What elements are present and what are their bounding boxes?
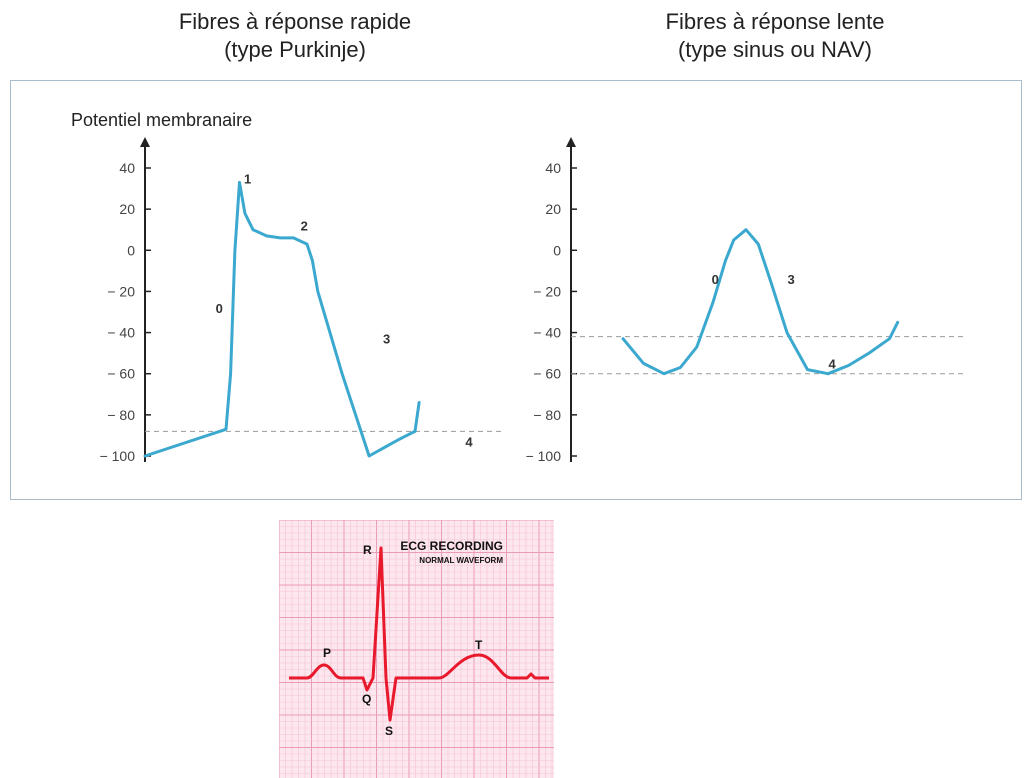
phase-label: 4 [828, 356, 836, 371]
phase-label: 3 [383, 332, 390, 347]
ecg-trace [289, 546, 549, 722]
phase-label: 0 [712, 272, 719, 287]
ecg-label-r: R [363, 543, 372, 557]
y-tick-label: 0 [127, 242, 135, 258]
y-tick-label: 20 [119, 201, 135, 217]
y-tick-label: − 60 [107, 366, 135, 382]
y-tick-label: 20 [545, 201, 561, 217]
title-fast-fibres: Fibres à réponse rapide (type Purkinje) [110, 8, 480, 64]
chart-fast-fibres: 40 20 0 − 20 − 40 − 60 − 80 − 100 0 1 2 3 4 [100, 137, 504, 464]
y-axis-label: Potentiel membranaire [71, 110, 252, 130]
phase-label: 2 [301, 219, 308, 234]
title-fast-fibres-sub: (type Purkinje) [224, 37, 366, 62]
y-tick-label: − 20 [107, 283, 135, 299]
phase-label: 4 [465, 435, 473, 450]
y-tick-label: − 80 [533, 407, 561, 423]
ecg-grid [279, 520, 554, 778]
ecg-label-q: Q [362, 692, 371, 706]
ecg-title: ECG RECORDING [400, 539, 503, 553]
phase-label: 1 [244, 171, 251, 186]
ecg-label-t: T [475, 638, 483, 652]
y-axis-arrow [140, 137, 150, 147]
ecg-label-p: P [323, 646, 331, 660]
y-tick-label: − 40 [107, 325, 135, 341]
y-tick-label: − 100 [526, 448, 562, 464]
action-potential-panel: Potentiel membranaire 40 20 0− 20− 40− 60−… [10, 80, 1022, 500]
title-slow-fibres-sub: (type sinus ou NAV) [677, 37, 872, 62]
y-tick-label: 0 [553, 242, 561, 258]
phase-label: 0 [216, 301, 223, 316]
phase-label: 3 [787, 272, 794, 287]
chart-slow-fibres: 40 20 0 − 20 − 40 − 60 − 80 − 100 0 3 4 [526, 137, 966, 464]
y-tick-label: − 100 [100, 448, 136, 464]
y-tick-label: − 40 [533, 325, 561, 341]
ecg-chart: ECG RECORDING NORMAL WAVEFORM P Q R S T [279, 520, 554, 778]
series-line-1 [826, 320, 900, 376]
series-line-0 [621, 228, 830, 376]
ecg-recording: ECG RECORDING NORMAL WAVEFORM P Q R S T [279, 520, 554, 778]
ecg-label-s: S [385, 724, 393, 738]
y-tick-label: − 80 [107, 407, 135, 423]
title-fast-fibres-main: Fibres à réponse rapide [178, 9, 412, 34]
y-tick-label: − 20 [533, 283, 561, 299]
title-slow-fibres: Fibres à réponse lente (type sinus ou NA… [565, 8, 985, 64]
ecg-subtitle: NORMAL WAVEFORM [419, 556, 503, 565]
y-tick-label: 40 [119, 160, 135, 176]
title-slow-fibres-main: Fibres à réponse lente [665, 9, 885, 34]
series-line-0 [143, 180, 417, 458]
series-line-1 [413, 401, 421, 433]
y-tick-label: 40 [545, 160, 561, 176]
y-tick-label: − 60 [533, 366, 561, 382]
y-axis-arrow [566, 137, 576, 147]
